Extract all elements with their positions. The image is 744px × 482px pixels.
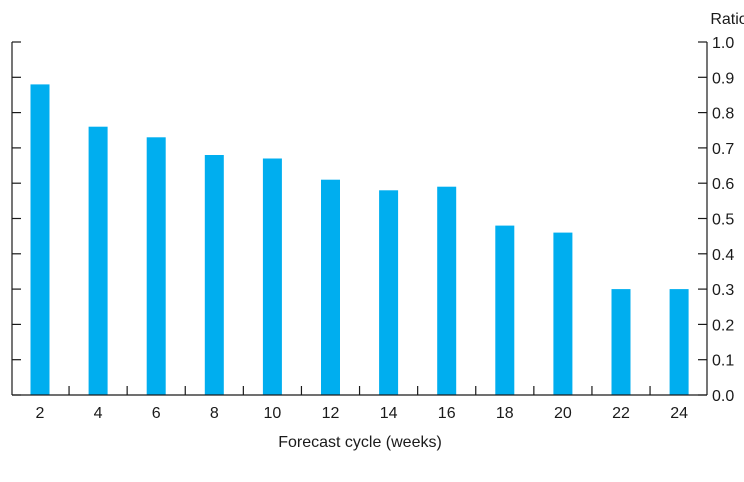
y-axis-title: Ratio: [710, 11, 744, 28]
bar-16: [437, 186, 457, 395]
bar-20: [553, 232, 573, 395]
x-tick-label: 4: [94, 405, 103, 422]
x-tick-label: 6: [152, 405, 161, 422]
y-tick-label: 1.0: [712, 35, 734, 52]
y-tick-label: 0.5: [712, 212, 734, 229]
x-tick-label: 12: [322, 405, 340, 422]
y-tick-label: 0.2: [712, 317, 734, 334]
x-tick-label: 22: [612, 405, 630, 422]
y-tick-label: 0.4: [712, 247, 734, 264]
x-tick-label: 2: [36, 405, 45, 422]
y-tick-label: 0.3: [712, 282, 734, 299]
x-tick-label: 24: [670, 405, 688, 422]
bar-22: [611, 289, 631, 395]
bar-4: [88, 126, 108, 395]
x-tick-label: 16: [438, 405, 456, 422]
axes-group: [11, 41, 708, 396]
bar-10: [262, 158, 282, 395]
y-tick-label: 0.9: [712, 70, 734, 87]
bar-8: [204, 155, 224, 395]
x-tick-label: 18: [496, 405, 514, 422]
bar-12: [321, 179, 340, 395]
y-tick-label: 0.1: [712, 353, 734, 370]
bar-14: [379, 190, 399, 395]
bars-group: [30, 84, 689, 396]
y-tick-label: 0.7: [712, 141, 734, 158]
bar-6: [146, 137, 166, 396]
bar-24: [669, 289, 689, 395]
x-axis-title: Forecast cycle (weeks): [278, 434, 442, 451]
bar-2: [30, 84, 50, 396]
y-tick-labels: 0.0 0.1 0.2 0.3 0.4 0.5 0.6 0.7 0.8 0.9 1.0: [712, 35, 734, 405]
x-tick-labels: 2 4 6 8 10 12 14 16 18 20 22 24: [36, 405, 689, 422]
y-tick-label: 0.6: [712, 176, 734, 193]
x-tick-label: 10: [264, 405, 282, 422]
y-tick-label: 0.8: [712, 106, 734, 123]
x-tick-label: 8: [210, 405, 219, 422]
x-tick-label: 20: [554, 405, 572, 422]
y-tick-label: 0.0: [712, 388, 734, 405]
bar-18: [495, 225, 515, 395]
x-tick-label: 14: [380, 405, 398, 422]
